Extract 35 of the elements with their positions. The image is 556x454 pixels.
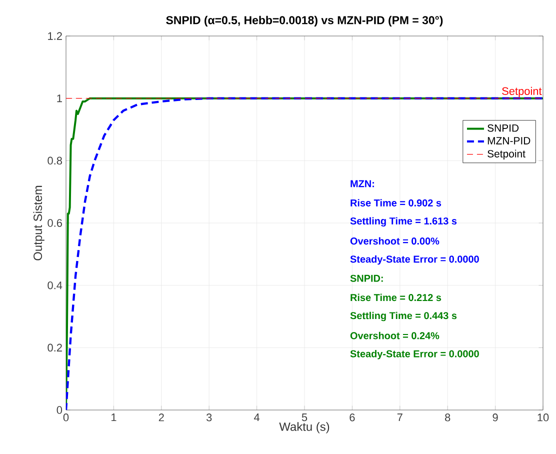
annotation: Settling Time = 1.613 s [350, 217, 457, 227]
x-tick-label: 6 [350, 414, 355, 422]
x-tick-label: 7 [397, 414, 402, 422]
x-tick-label: 2 [158, 414, 164, 422]
chart-title: SNPID (α=0.5, Hebb=0.0018) vs MZN-PID (PM = 30°) [166, 16, 443, 26]
x-tick-label: 1 [111, 414, 116, 422]
y-tick-label: 1 [57, 94, 62, 102]
y-tick-label: 0 [56, 406, 62, 414]
y-tick-label: 0.2 [48, 344, 62, 352]
annotation: Rise Time = 0.212 s [350, 294, 442, 302]
annotation: Settling Time = 0.443 s [350, 312, 457, 322]
annotation: Steady-State Error = 0.0000 [350, 255, 479, 265]
x-tick-label: 3 [206, 414, 212, 422]
annotation: Steady-State Error = 0.0000 [350, 350, 479, 360]
y-tick-label: 1.2 [48, 32, 62, 40]
y-tick-label: 0.8 [48, 156, 62, 165]
y-tick-label: 0.4 [48, 281, 62, 290]
x-tick-label: 9 [492, 414, 498, 422]
x-tick-label: 10 [538, 414, 549, 422]
annotation: Overshoot = 0.24% [350, 332, 440, 340]
annotation: Setpoint [502, 86, 542, 98]
x-tick-label: 4 [254, 414, 260, 422]
x-tick-label: 8 [445, 414, 450, 422]
x-tick-label: 0 [63, 414, 69, 422]
y-tick-label: 0.6 [48, 219, 62, 227]
annotation: SNPID: [350, 274, 383, 282]
x-tick-label: 5 [302, 414, 308, 422]
legend-label: SNPID [488, 124, 519, 132]
annotation: Overshoot = 0.00% [350, 237, 440, 245]
legend-label: MZN-PID [488, 137, 530, 144]
y-axis-title: Output Sistem [33, 186, 44, 260]
x-axis-title: Waktu (s) [279, 422, 330, 434]
legend-label: Setpoint [488, 150, 526, 160]
annotation: Rise Time = 0.902 s [350, 199, 442, 206]
annotation: MZN: [350, 180, 374, 188]
